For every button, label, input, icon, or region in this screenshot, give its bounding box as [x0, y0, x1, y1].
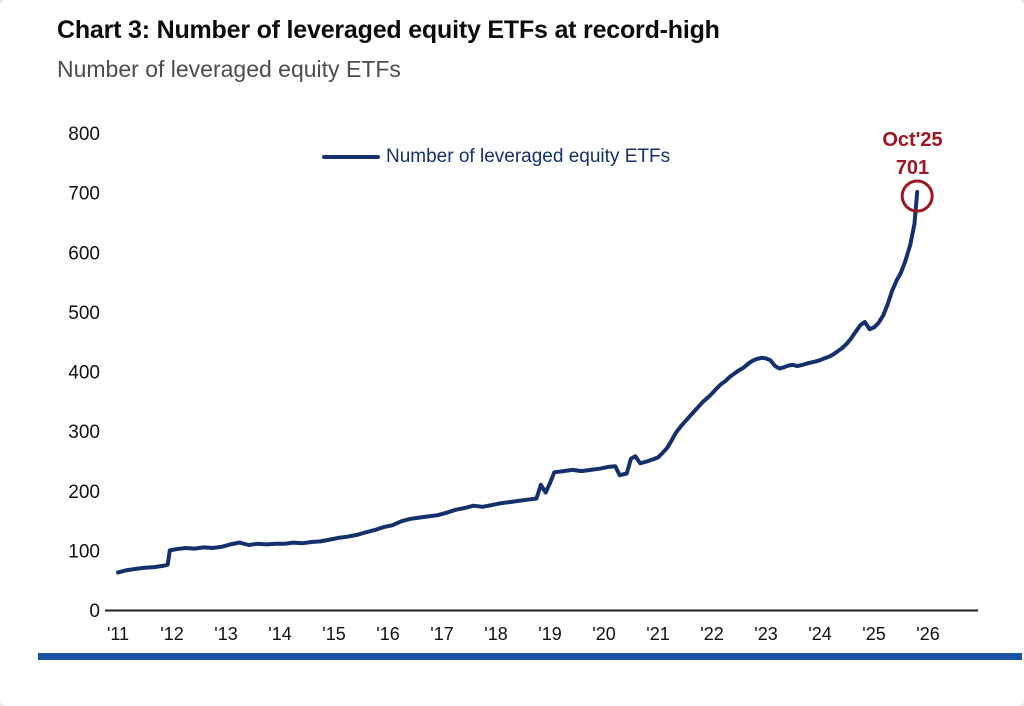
x-axis-tick-label: '15 — [322, 624, 345, 644]
legend-line-swatch — [322, 155, 380, 159]
annotation-value-label: 701 — [895, 157, 930, 179]
x-axis-tick-label: '18 — [484, 624, 507, 644]
chart-title: Chart 3: Number of leveraged equity ETFs… — [57, 16, 720, 44]
annotation-date-label: Oct'25 — [882, 129, 943, 151]
record-high-circle-marker — [900, 179, 934, 213]
x-axis-tick-label: '13 — [214, 624, 237, 644]
y-axis-tick-label: 300 — [68, 422, 100, 443]
record-high-annotation: Oct'25 701 — [860, 126, 965, 182]
bottom-accent-bar — [38, 653, 1022, 660]
y-axis-tick-label: 500 — [68, 303, 100, 324]
x-axis-tick-label: '24 — [808, 624, 831, 644]
x-axis-tick-label: '19 — [538, 624, 561, 644]
x-axis-tick-label: '22 — [700, 624, 723, 644]
x-axis-tick-label: '23 — [754, 624, 777, 644]
x-axis-tick-label: '20 — [592, 624, 615, 644]
x-axis-tick-label: '26 — [916, 624, 939, 644]
x-axis-tick-label: '16 — [376, 624, 399, 644]
x-axis-tick-label: '25 — [862, 624, 885, 644]
y-axis-tick-label: 800 — [68, 124, 100, 145]
y-axis-tick-label: 700 — [68, 184, 100, 205]
legend: Number of leveraged equity ETFs — [322, 146, 670, 168]
legend-label: Number of leveraged equity ETFs — [386, 146, 671, 167]
x-axis-tick-label: '17 — [430, 624, 453, 644]
chart-subtitle: Number of leveraged equity ETFs — [57, 56, 401, 82]
x-axis-tick-label: '14 — [268, 624, 291, 644]
y-axis-tick-label: 600 — [68, 243, 100, 264]
y-axis-tick-label: 400 — [68, 363, 100, 384]
x-axis-tick-label: '11 — [107, 624, 129, 644]
etf-count-line — [116, 190, 920, 575]
y-axis-tick-label: 0 — [89, 601, 100, 622]
x-axis-tick-label: '21 — [646, 624, 669, 644]
x-axis-tick-label: '12 — [160, 624, 183, 644]
y-axis-tick-label: 100 — [68, 541, 100, 562]
y-axis-tick-label: 200 — [68, 482, 100, 503]
